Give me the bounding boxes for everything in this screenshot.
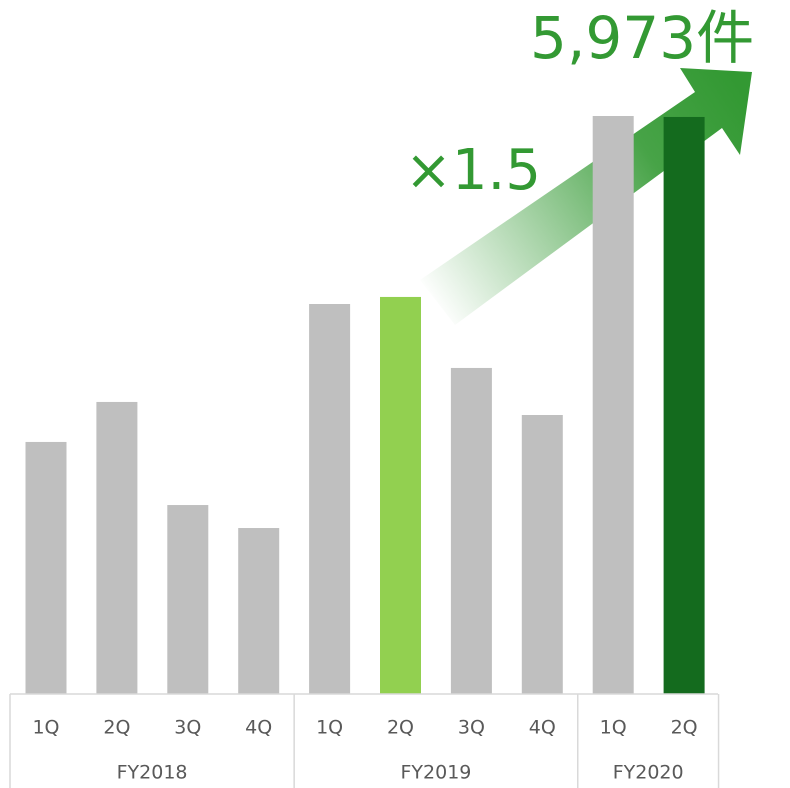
group-label: FY2020	[613, 762, 684, 784]
x-tick-label: 2Q	[103, 717, 130, 739]
bar	[663, 116, 705, 695]
bar	[380, 296, 421, 694]
bar	[167, 505, 209, 694]
group-label: FY2018	[117, 762, 188, 784]
x-tick-label: 3Q	[174, 717, 201, 739]
annotation: ×1.5	[405, 138, 541, 203]
x-tick-label: 3Q	[458, 717, 485, 739]
bar	[521, 414, 563, 694]
data-label: 5,973件	[530, 4, 754, 72]
bar	[25, 441, 67, 694]
group-label: FY2019	[401, 762, 472, 784]
x-tick-label: 1Q	[316, 717, 343, 739]
bar	[450, 367, 492, 694]
x-tick-label: 1Q	[600, 717, 627, 739]
x-tick-label: 1Q	[32, 717, 59, 739]
x-tick-label: 2Q	[671, 717, 698, 739]
x-tick-label: 4Q	[529, 717, 556, 739]
bar	[96, 401, 138, 694]
x-tick-label: 2Q	[387, 717, 414, 739]
bar	[309, 303, 351, 694]
x-tick-label: 4Q	[245, 717, 272, 739]
bar	[238, 528, 280, 694]
bar	[592, 116, 634, 694]
